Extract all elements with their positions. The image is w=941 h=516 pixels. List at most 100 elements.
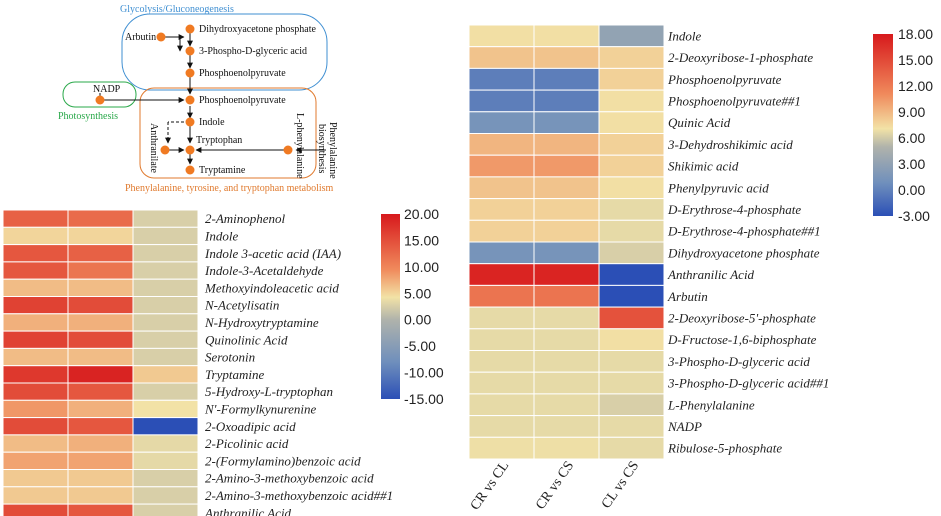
heatmap-cell [132,313,199,332]
colorbar-tick: -5.00 [404,338,436,354]
heatmap-cell [2,399,69,419]
heatmap-cell [468,263,535,286]
heatmap-cell [468,306,535,330]
heatmap-cell [598,328,665,351]
heatmap-cell [132,399,199,419]
heatmap-cell [468,371,535,395]
heatmap-cell [598,436,665,460]
row-label: NADP [667,419,702,434]
heatmap-cell [533,371,600,395]
heatmap-cell [533,89,600,113]
column-label: CR vs CL [468,459,512,513]
nadp-label: NADP [93,84,121,95]
heatmap-cell [533,198,600,221]
colorbar-left-gradient [381,214,400,399]
heatmap-cell [67,226,134,246]
heatmap-cell [598,393,665,417]
heatmap-cell [598,176,665,200]
row-label: 2-Amino-3-methoxybenzoic acid [205,471,374,486]
heatmap-cell [2,469,69,488]
heatmap-cell [2,226,69,246]
heatmap-cell [132,434,199,453]
heatmap-cell [132,486,199,505]
node-pep2 [185,95,195,105]
heatmap-cell [67,261,134,280]
heatmap-cell [468,133,535,156]
heatmap-cell [132,209,199,228]
label-pep1: Phosphoenolpyruvate [199,68,286,79]
colorbar-tick: 12.00 [898,78,933,94]
row-label: Anthranilic Acid [204,505,292,516]
row-label: N-Acetylisatin [204,298,279,313]
heatmap-cell [132,347,199,367]
heatmap-cell [132,296,199,315]
column-label: CL vs CS [599,459,642,512]
heatmap-cell [67,209,134,228]
heatmap-cell [533,46,600,69]
node-anthranilate [160,145,170,155]
heatmap-cell [132,226,199,246]
row-label: Quinolinic Acid [205,332,288,347]
heatmap-cell [533,176,600,200]
colorbar-tick: -3.00 [898,208,930,224]
heatmap-cell [598,350,665,373]
colorbar-tick: 0.00 [898,182,925,198]
row-label: Ribulose-5-phosphate [667,441,782,456]
label-tryptamine: Tryptamine [199,165,246,176]
colorbar-left: 20.00 15.00 10.00 5.00 0.00 -5.00 -10.00 -15.00 [381,206,444,407]
colorbar-tick: 20.00 [404,206,439,222]
heatmap-cell [598,219,665,243]
heatmap-cell [67,382,134,401]
heatmap-cell [468,176,535,200]
heatmap-cell [533,241,600,265]
heatmap-cell [132,503,199,516]
row-label: D-Erythrose-4-phosphate [667,202,801,217]
heatmap-cell [533,24,600,48]
heatmap-cell [598,263,665,286]
heatmap-cell [2,209,69,228]
heatmap-cell [468,436,535,460]
heatmap-cell [598,306,665,330]
row-label: 2-Deoxyribose-5'-phosphate [668,311,816,326]
heatmap-cell [67,365,134,384]
heatmap-cell [598,24,665,48]
heatmap-cell [67,469,134,488]
heatmap-cell [598,415,665,438]
heatmap-cell [67,296,134,315]
heatmap-cell [67,330,134,349]
row-label: 3-Phospho-D-glyceric acid##1 [667,376,829,391]
heatmap-cell [67,434,134,453]
heatmap-cell [132,244,199,263]
heatmap-cell [67,244,134,263]
heatmap-cell [468,24,535,48]
heatmap-cell [598,241,665,265]
row-label: 2-(Formylamino)benzoic acid [205,453,361,468]
heatmap-cell [533,415,600,438]
heatmap-cell [132,330,199,349]
heatmap-cell [67,313,134,332]
colorbar-tick: 9.00 [898,104,925,120]
glycolysis-title: Glycolysis/Gluconeogenesis [120,4,234,15]
heatmap-cell [67,486,134,505]
heatmap-right: Indole 2-Deoxyribose-1-phosphate Phosphoen… [468,24,829,460]
heatmap-cell [2,486,69,505]
row-label: Arbutin [667,289,708,304]
heatmap-cell [468,350,535,373]
heatmap-left: 2-Aminophenol Indole Indole 3-acetic acid … [2,209,393,516]
heatmap-cell [468,415,535,438]
heatmap-cell [2,434,69,453]
heatmap-cell [67,503,134,516]
label-tryptophan: Tryptophan [196,135,242,146]
heatmap-cell [598,89,665,113]
heatmap-cell [533,67,600,91]
label-arbutin: Arbutin [125,32,156,43]
label-dhap: Dihydroxyacetone phosphate [199,24,316,35]
photosynthesis-label: Photosynthesis [58,111,118,122]
heatmap-cell [67,278,134,298]
label-indole: Indole [199,117,225,128]
glycolysis-box [121,13,328,91]
heatmap-cell [468,241,535,265]
pathway-diagram: Glycolysis/Gluconeogenesis NADP Photosyn… [58,4,338,194]
row-label: Serotonin [205,350,255,365]
